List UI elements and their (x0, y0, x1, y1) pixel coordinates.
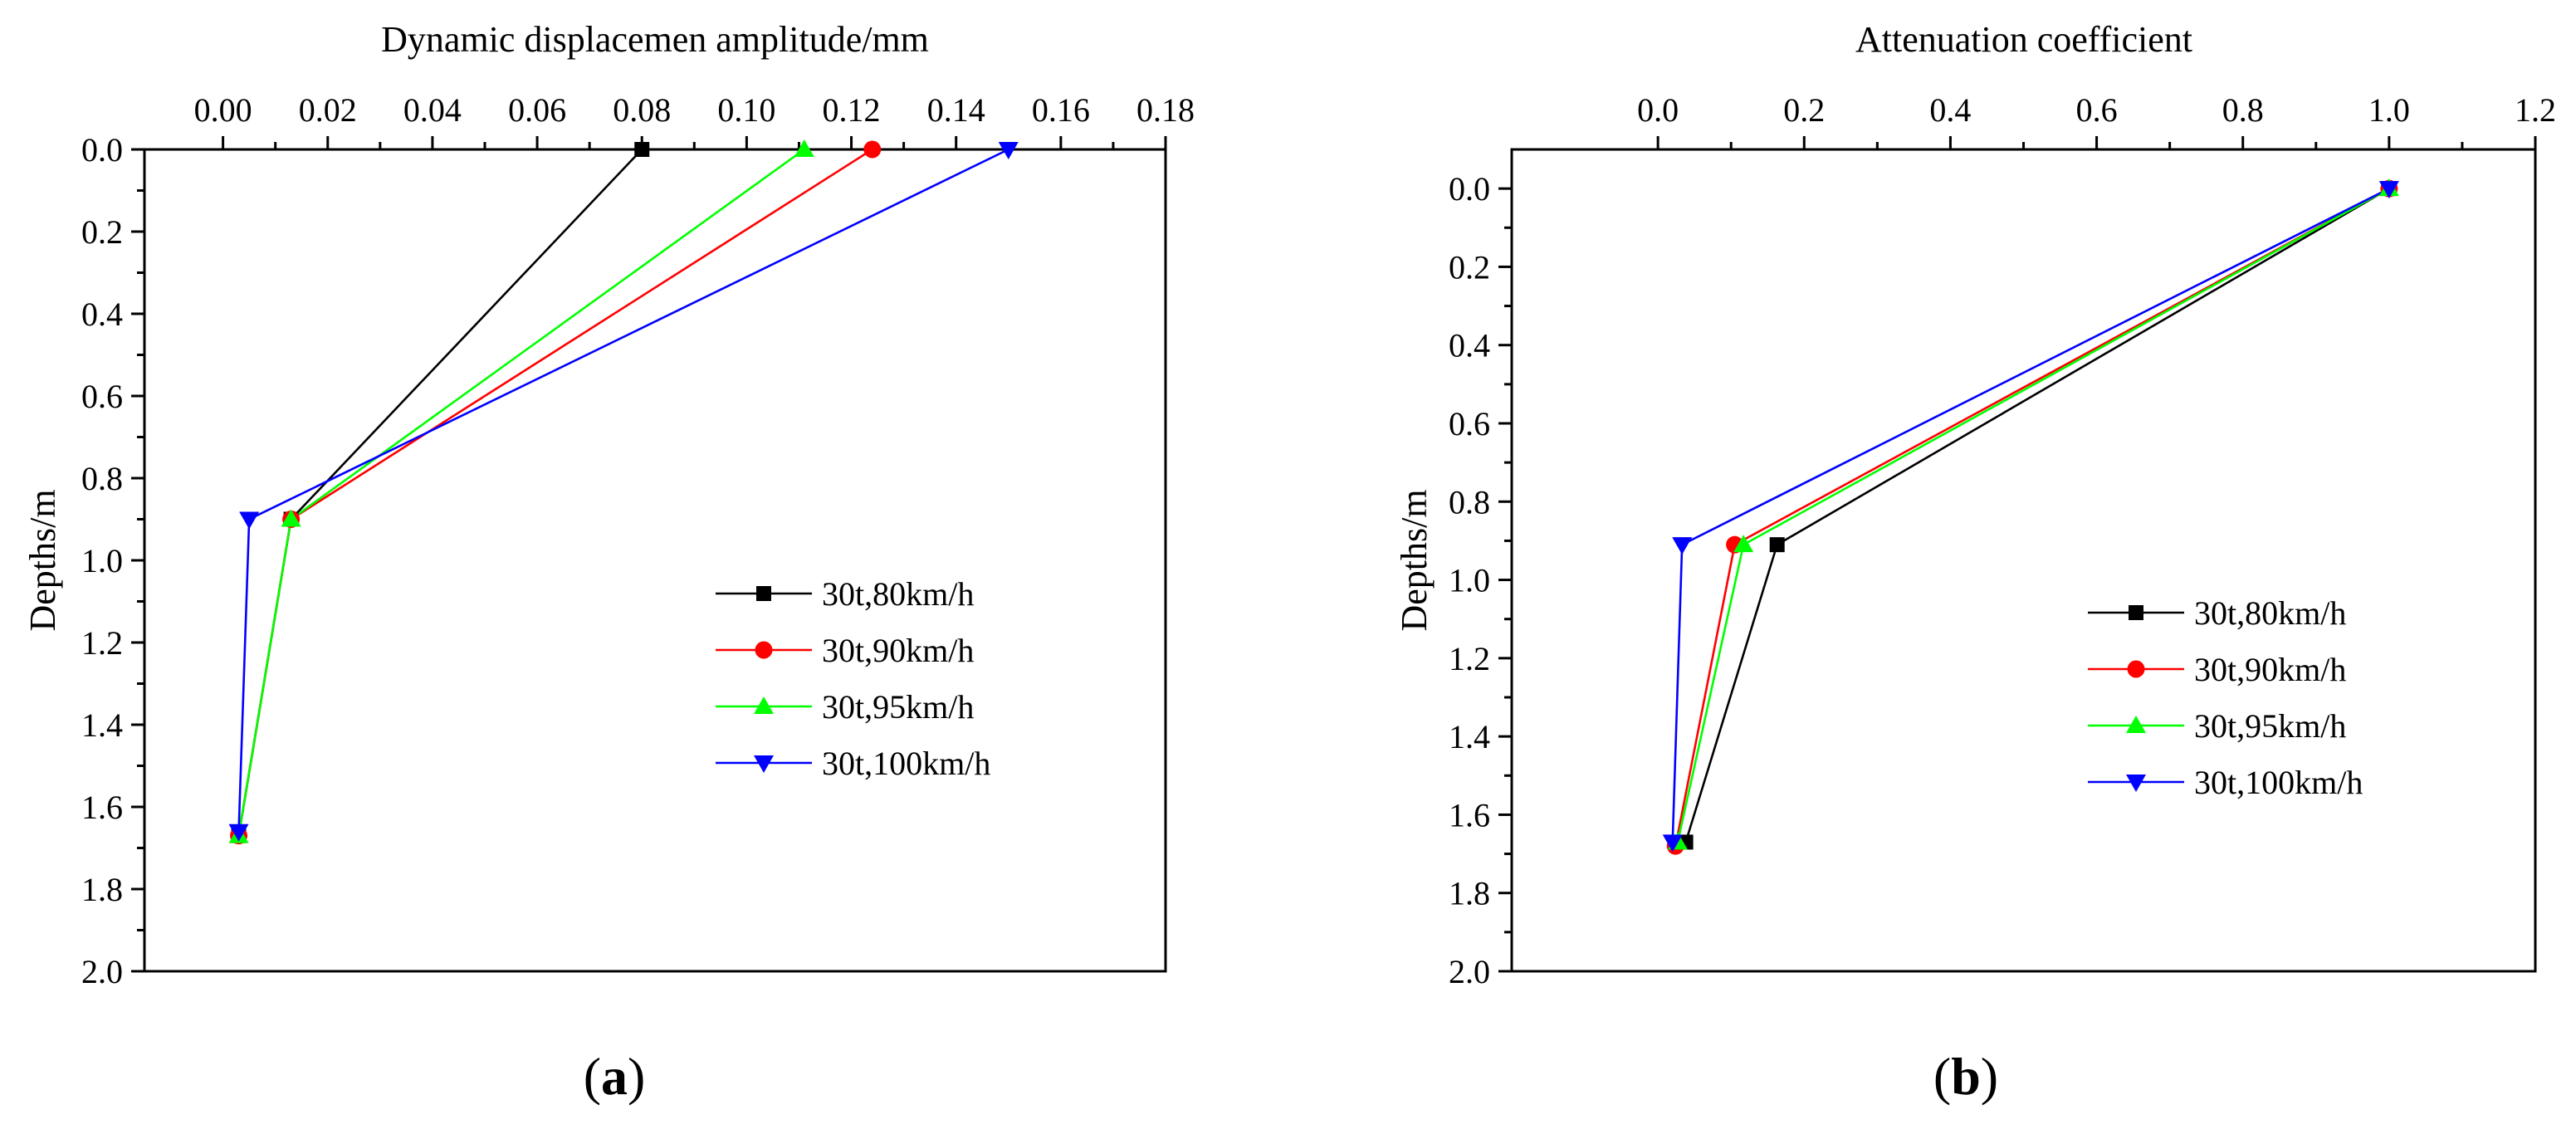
legend-marker (2126, 716, 2146, 733)
chart-panel-b: Attenuation coefficient Depths/m 0.0 0.2 0… (1394, 19, 2556, 1106)
data-point (998, 142, 1019, 159)
y-tick-label: 0.4 (81, 296, 123, 333)
legend-marker (756, 586, 771, 601)
legend-marker (2127, 660, 2145, 678)
panel-label-a: (a) (584, 1047, 646, 1106)
series-group-a (228, 139, 1019, 845)
y-tick-label: 0.0 (81, 131, 123, 169)
legend-marker (755, 641, 773, 659)
x-tick-label: 1.2 (2515, 91, 2556, 129)
y-tick-label: 0.8 (81, 460, 123, 497)
legend-label: 30t,100km/h (822, 745, 990, 782)
panel-label-b: (b) (1933, 1047, 1998, 1106)
series-line (237, 148, 873, 836)
series-line (1674, 188, 2390, 847)
x-tick-label: 0.06 (508, 91, 566, 129)
x-axis-title-b: Attenuation coefficient (1855, 19, 2192, 60)
y-tick-label: 0.6 (1449, 405, 1490, 442)
data-point (2378, 181, 2399, 199)
legend-marker (754, 696, 774, 714)
x-tick-label: 0.4 (1929, 91, 1971, 129)
data-point (1672, 537, 1693, 555)
y-tick-label: 2.0 (81, 953, 123, 990)
legend-b: 30t,80km/h 30t,90km/h 30t,95km/h 30t,100km/… (2088, 594, 2363, 801)
legend-label: 30t,95km/h (2194, 707, 2346, 745)
data-point (863, 140, 882, 159)
x-tick-label: 1.0 (2368, 91, 2410, 129)
legend-marker (754, 755, 774, 773)
y-axis-title-b: Depths/m (1394, 489, 1435, 631)
x-tick-label: 0.04 (403, 91, 462, 129)
y-tick-label: 1.2 (1449, 640, 1490, 677)
data-point (1662, 834, 1683, 853)
x-tick-label: 0.14 (927, 91, 985, 129)
x-tick-label: 0.02 (299, 91, 357, 129)
x-ticks-a: 0.00 0.02 0.04 0.06 0.08 0.10 0.12 0.14 0.16 0.18 (194, 91, 1195, 149)
x-tick-label: 0.0 (1637, 91, 1679, 129)
y-tick-label: 0.2 (81, 213, 123, 251)
y-tick-label: 1.8 (81, 871, 123, 908)
y-tick-label: 2.0 (1449, 953, 1490, 990)
data-point (1733, 535, 1754, 553)
series-line (237, 148, 805, 836)
data-point (281, 509, 301, 527)
chart-panel-a: Dynamic displacemen amplitude/mm Depths/… (22, 19, 1195, 1106)
data-point (239, 511, 260, 530)
x-tick-label: 0.8 (2222, 91, 2264, 129)
x-tick-label: 0.2 (1783, 91, 1825, 129)
x-ticks-b: 0.0 0.2 0.4 0.6 0.8 1.0 1.2 (1637, 91, 2556, 149)
panel-letter-b: b (1951, 1047, 1981, 1106)
data-point (794, 139, 814, 157)
legend-marker (2126, 775, 2146, 792)
legend-label: 30t,90km/h (2194, 651, 2346, 688)
x-tick-label: 0.00 (194, 91, 252, 129)
x-axis-title-a: Dynamic displacemen amplitude/mm (381, 19, 929, 60)
series-group-b (1662, 178, 2399, 855)
legend-marker (2129, 605, 2143, 620)
x-tick-label: 0.18 (1136, 91, 1195, 129)
panel-letter-a: a (601, 1047, 628, 1106)
x-tick-label: 0.12 (823, 91, 881, 129)
legend-label: 30t,90km/h (822, 632, 974, 669)
y-tick-label: 1.6 (81, 789, 123, 826)
y-tick-label: 1.8 (1449, 875, 1490, 912)
data-point (228, 823, 249, 842)
y-tick-label: 0.6 (81, 378, 123, 415)
legend-label: 30t,95km/h (822, 688, 974, 726)
y-tick-label: 0.0 (1449, 170, 1490, 208)
y-tick-label: 1.4 (81, 706, 123, 744)
plot-frame-b (1510, 148, 2537, 973)
y-tick-label: 1.0 (1449, 562, 1490, 599)
data-point (1769, 537, 1785, 553)
y-tick-label: 1.0 (81, 542, 123, 579)
y-ticks-a: 0.0 0.2 0.4 0.6 0.8 1.0 1.2 1.4 1.6 1.8 2.0 (81, 131, 144, 990)
y-axis-title-a: Depths/m (22, 489, 63, 631)
y-tick-label: 0.8 (1449, 483, 1490, 520)
series-line (237, 149, 643, 836)
y-tick-label: 1.6 (1449, 796, 1490, 833)
series-line (237, 148, 1009, 832)
legend-label: 30t,100km/h (2194, 764, 2363, 801)
y-ticks-b: 0.0 0.2 0.4 0.6 0.8 1.0 1.2 1.4 1.6 1.8 2.0 (1449, 170, 1512, 990)
x-tick-label: 0.08 (613, 91, 671, 129)
x-tick-label: 0.6 (2076, 91, 2118, 129)
y-tick-label: 1.4 (1449, 718, 1490, 755)
data-point (634, 142, 650, 157)
legend-label: 30t,80km/h (2194, 594, 2346, 632)
legend-label: 30t,80km/h (822, 575, 974, 613)
legend-a: 30t,80km/h 30t,90km/h 30t,95km/h 30t,100km/… (716, 575, 990, 782)
y-tick-label: 1.2 (81, 624, 123, 662)
y-tick-label: 0.4 (1449, 327, 1490, 364)
x-tick-label: 0.10 (717, 91, 775, 129)
plot-frame-a (143, 148, 1167, 973)
x-tick-label: 0.16 (1032, 91, 1090, 129)
y-tick-label: 0.2 (1449, 248, 1490, 286)
